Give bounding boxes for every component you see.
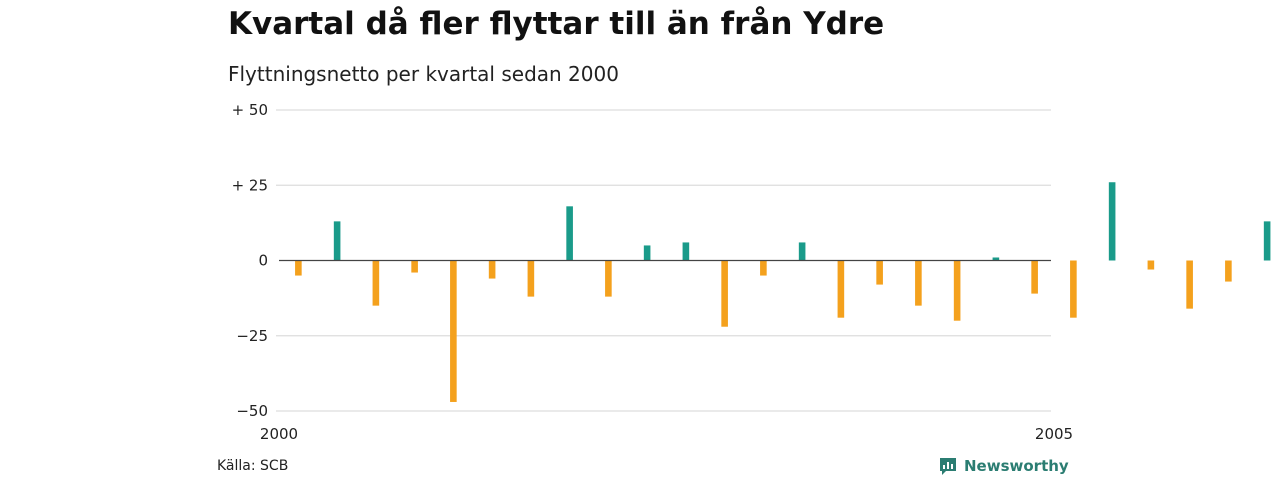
bar <box>760 260 767 276</box>
bar <box>372 260 380 306</box>
source-note: Källa: SCB <box>217 458 289 474</box>
bar <box>450 260 457 402</box>
bar <box>1108 182 1116 261</box>
bar <box>527 260 535 297</box>
bar <box>295 260 302 276</box>
bar <box>915 260 922 306</box>
bar <box>798 242 806 261</box>
y-tick-label: −25 <box>236 327 268 345</box>
bar <box>682 242 690 261</box>
chart-subtitle: Flyttningsnetto per kvartal sedan 2000 <box>228 62 619 86</box>
bar <box>566 206 573 261</box>
bar <box>953 260 961 321</box>
bar <box>721 260 728 327</box>
y-tick-label: + 50 <box>232 101 268 119</box>
y-tick-label: + 25 <box>232 176 268 194</box>
bar <box>643 245 651 261</box>
newsworthy-icon <box>940 458 956 475</box>
bar <box>1070 260 1077 318</box>
bar <box>411 260 418 273</box>
brand-name: Newsworthy <box>964 457 1069 475</box>
bar <box>1147 260 1155 270</box>
bar <box>488 260 496 279</box>
y-tick-label: −50 <box>236 402 268 420</box>
bar <box>992 257 1000 261</box>
bar <box>1186 260 1193 309</box>
bar <box>837 260 845 318</box>
x-tick-label: 2005 <box>1035 425 1073 443</box>
bar <box>876 260 883 285</box>
bar <box>1263 221 1271 261</box>
brand-logo[interactable]: Newsworthy <box>938 456 1069 476</box>
x-tick-label: 2000 <box>260 425 298 443</box>
bar <box>605 260 612 297</box>
bar <box>1031 260 1038 294</box>
bar <box>1225 260 1232 282</box>
y-tick-label: 0 <box>258 252 268 270</box>
bar <box>333 221 341 261</box>
chart-title: Kvartal då fler flyttar till än från Ydr… <box>228 6 885 42</box>
